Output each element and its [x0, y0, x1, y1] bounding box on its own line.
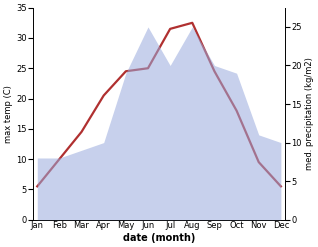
Y-axis label: med. precipitation (kg/m2): med. precipitation (kg/m2)	[305, 57, 314, 170]
Y-axis label: max temp (C): max temp (C)	[4, 85, 13, 143]
X-axis label: date (month): date (month)	[123, 233, 195, 243]
